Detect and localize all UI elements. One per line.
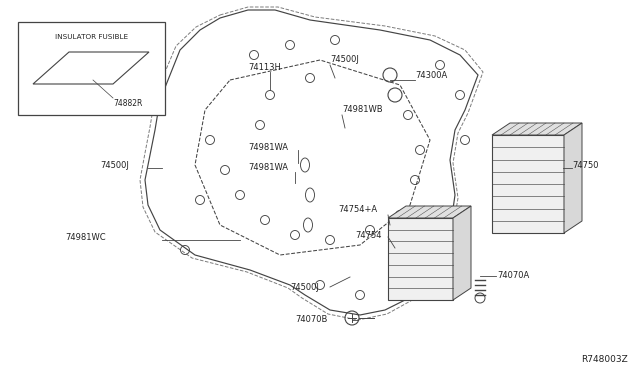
Text: 74070A: 74070A	[497, 270, 529, 279]
Text: 74981WB: 74981WB	[342, 106, 383, 115]
Text: 74882R: 74882R	[113, 99, 142, 108]
Text: 74300A: 74300A	[415, 71, 447, 80]
Bar	[492, 135, 564, 233]
Text: 74754+A: 74754+A	[338, 205, 377, 215]
Text: INSULATOR FUSIBLE: INSULATOR FUSIBLE	[55, 34, 128, 40]
Polygon shape	[388, 206, 471, 218]
Text: 74500J: 74500J	[100, 160, 129, 170]
Bar	[18, 22, 165, 115]
Text: 74981WC: 74981WC	[65, 232, 106, 241]
Text: 74754: 74754	[355, 231, 381, 240]
Text: 74500J: 74500J	[330, 55, 359, 64]
Bar	[388, 218, 453, 300]
Text: 74113H: 74113H	[248, 64, 281, 73]
Text: 74070B: 74070B	[295, 315, 328, 324]
Text: 74981WA: 74981WA	[248, 164, 288, 173]
Text: 74500J: 74500J	[290, 282, 319, 292]
Text: R748003Z: R748003Z	[581, 356, 628, 365]
Text: 74981WA: 74981WA	[248, 144, 288, 153]
Polygon shape	[564, 123, 582, 233]
Text: 74750: 74750	[572, 160, 598, 170]
Polygon shape	[453, 206, 471, 300]
Polygon shape	[492, 123, 582, 135]
